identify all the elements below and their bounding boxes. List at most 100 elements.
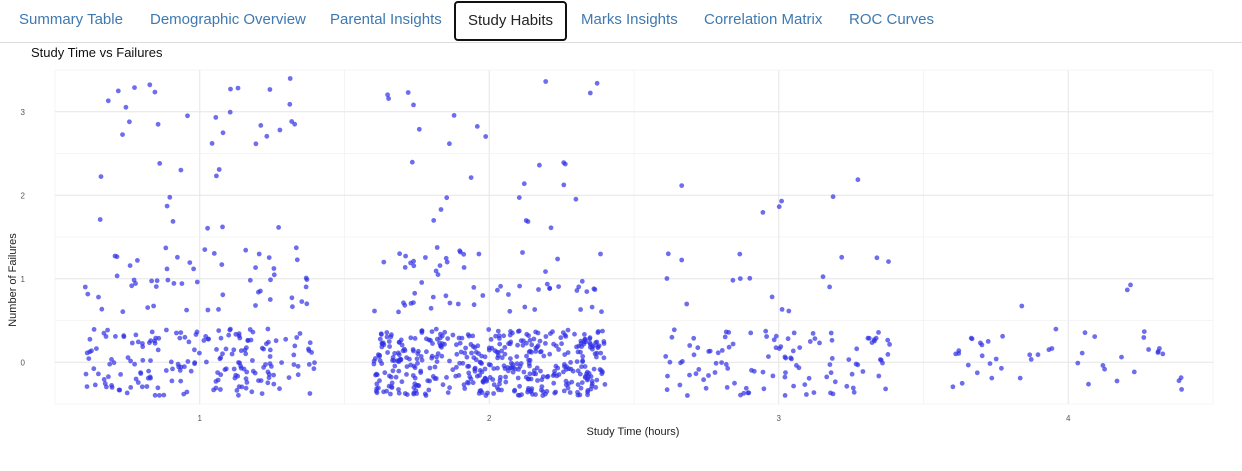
chart-ticks: 1 2 3 4 0 1 2 3 [21, 108, 1071, 423]
scatter-point [576, 284, 582, 290]
scatter-point [462, 386, 468, 391]
scatter-point [663, 354, 669, 359]
scatter-point [454, 342, 459, 348]
scatter-point [398, 337, 404, 343]
scatter-point [574, 288, 580, 293]
scatter-point [468, 342, 474, 347]
scatter-point [599, 371, 605, 377]
scatter-point [514, 354, 520, 359]
scatter-point [294, 257, 300, 263]
tab-study-habits[interactable]: Study Habits [454, 1, 568, 41]
tab-correlation-matrix[interactable]: Correlation Matrix [704, 11, 823, 28]
scatter-point [749, 367, 754, 373]
scatter-point [434, 245, 440, 250]
scatter-point [258, 288, 263, 294]
scatter-point [589, 304, 595, 310]
scatter-point [830, 391, 836, 397]
scatter-point [508, 356, 513, 361]
scatter-point [476, 251, 482, 257]
scatter-point [307, 340, 313, 346]
scatter-point [232, 375, 238, 381]
scatter-point [463, 345, 468, 351]
scatter-point [480, 293, 486, 298]
scatter-point [419, 330, 425, 335]
scatter-point [371, 358, 377, 364]
scatter-point [502, 351, 508, 357]
scatter-point [498, 283, 503, 289]
scatter-point [507, 308, 513, 314]
scatter-point [556, 347, 561, 352]
scatter-point [499, 348, 504, 354]
scatter-point [701, 377, 706, 383]
scatter-point [490, 377, 496, 382]
scatter-point [218, 335, 224, 341]
scatter-point [853, 361, 859, 367]
scatter-point [244, 345, 249, 351]
scatter-point [374, 381, 380, 387]
scatter-point [529, 349, 534, 355]
scatter-point [464, 354, 470, 360]
scatter-point [205, 225, 211, 231]
scatter-point [457, 248, 463, 254]
scatter-point [811, 390, 817, 395]
y-tick-label: 1 [21, 275, 26, 284]
scatter-point [517, 364, 523, 369]
tab-summary-table[interactable]: Summary Table [19, 11, 123, 28]
scatter-point [791, 383, 796, 389]
scatter-point [521, 338, 526, 344]
tab-roc-curves[interactable]: ROC Curves [849, 11, 935, 28]
scatter-point [536, 287, 541, 292]
scatter-point [178, 378, 184, 384]
tab-marks-insights[interactable]: Marks Insights [581, 11, 678, 28]
scatter-point [390, 368, 396, 374]
scatter-point [94, 346, 99, 351]
scatter-point [191, 266, 197, 272]
scatter-point [469, 350, 474, 356]
scatter-point [152, 89, 158, 95]
x-tick-label: 4 [1066, 414, 1071, 423]
scatter-point [223, 346, 229, 352]
scatter-point [512, 388, 517, 394]
scatter-point [218, 355, 224, 361]
scatter-point [866, 335, 872, 341]
scatter-point [531, 336, 537, 342]
scatter-point [192, 347, 197, 353]
scatter-point [664, 276, 670, 281]
scatter-point [950, 384, 956, 390]
scatter-point [561, 182, 567, 188]
scatter-point [244, 369, 250, 375]
scatter-point [552, 390, 558, 396]
scatter-point [443, 255, 449, 261]
scatter-point [291, 362, 297, 367]
tab-demographic-overview[interactable]: Demographic Overview [150, 11, 306, 28]
scatter-point [1160, 351, 1166, 357]
scatter-point [730, 277, 736, 283]
scatter-point [236, 384, 242, 390]
scatter-point [227, 109, 233, 115]
scatter-point [123, 104, 129, 110]
tab-parental-insights[interactable]: Parental Insights [330, 11, 442, 28]
scatter-point [111, 360, 117, 366]
scatter-point [107, 361, 113, 367]
scatter-point [418, 354, 424, 359]
scatter-point [218, 372, 224, 378]
scatter-point [148, 338, 154, 344]
scatter-point [517, 383, 522, 389]
scatter-point [726, 344, 732, 350]
scatter-point [887, 342, 892, 347]
scatter-point [456, 373, 462, 378]
scatter-point [679, 183, 685, 189]
scatter-point [376, 385, 381, 391]
scatter-point [568, 360, 573, 365]
scatter-point [116, 387, 122, 393]
scatter-point [440, 382, 446, 388]
scatter-point [695, 345, 701, 351]
scatter-point [548, 225, 554, 231]
scatter-point [461, 251, 467, 257]
chart-points [82, 76, 1184, 398]
scatter-point [1000, 333, 1005, 339]
scatter-point [543, 269, 548, 274]
scatter-point [539, 377, 545, 383]
scatter-point [253, 303, 258, 308]
scatter-point [438, 331, 443, 337]
